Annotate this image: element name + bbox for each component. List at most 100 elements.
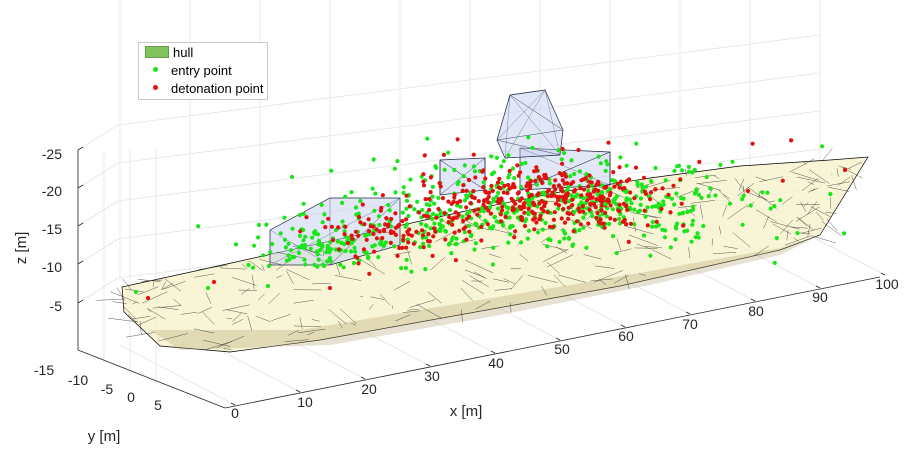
detonation-point xyxy=(604,185,608,189)
entry-point xyxy=(505,210,509,214)
entry-point xyxy=(490,226,494,230)
z-tick-label: -15 xyxy=(42,221,62,237)
detonation-point xyxy=(572,229,576,233)
entry-point xyxy=(689,240,693,244)
detonation-point xyxy=(380,236,384,240)
detonation-point xyxy=(417,210,421,214)
detonation-point xyxy=(443,237,447,241)
detonation-point xyxy=(323,225,327,229)
entry-point xyxy=(457,180,461,184)
x-axis-label: x [m] xyxy=(450,403,483,420)
entry-point xyxy=(640,182,644,186)
entry-point xyxy=(575,192,579,196)
detonation-point xyxy=(442,153,446,157)
detonation-point xyxy=(381,193,385,197)
detonation-point xyxy=(454,258,458,262)
detonation-point xyxy=(642,176,646,180)
detonation-point xyxy=(560,216,564,220)
detonation-point xyxy=(577,210,581,214)
detonation-point xyxy=(613,218,617,222)
entry-point xyxy=(509,224,513,228)
entry-point xyxy=(491,246,495,250)
entry-point xyxy=(625,164,629,168)
detonation-point xyxy=(557,183,561,187)
entry-point xyxy=(315,250,319,254)
detonation-point xyxy=(367,272,371,276)
detonation-point xyxy=(326,217,330,221)
detonation-point xyxy=(678,177,682,181)
detonation-point xyxy=(489,184,493,188)
detonation-point xyxy=(486,200,490,204)
detonation-point xyxy=(611,170,615,174)
grid-line xyxy=(120,345,235,405)
entry-point xyxy=(636,210,640,214)
entry-point xyxy=(290,175,294,179)
entry-point xyxy=(427,244,431,248)
detonation-point xyxy=(384,216,388,220)
entry-point xyxy=(632,208,636,212)
entry-point xyxy=(206,286,210,290)
entry-point xyxy=(324,250,328,254)
entry-point xyxy=(639,196,643,200)
detonation-point xyxy=(606,141,610,145)
detonation-point xyxy=(406,240,410,244)
detonation-point xyxy=(441,196,445,200)
entry-point xyxy=(749,203,753,207)
detonation-point xyxy=(487,195,491,199)
entry-point xyxy=(541,228,545,232)
detonation-point xyxy=(431,234,435,238)
detonation-point xyxy=(350,237,354,241)
entry-point xyxy=(562,151,566,155)
detonation-point xyxy=(560,162,564,166)
entry-point xyxy=(464,194,468,198)
detonation-point xyxy=(648,197,652,201)
detonation-point xyxy=(328,286,332,290)
z-tick-label: -5 xyxy=(50,298,63,314)
entry-point xyxy=(650,225,654,229)
entry-point xyxy=(303,262,307,266)
detonation-point xyxy=(598,221,602,225)
x-tick xyxy=(296,390,300,392)
entry-point xyxy=(463,198,467,202)
detonation-point xyxy=(576,148,580,152)
entry-point xyxy=(690,223,694,227)
entry-point xyxy=(613,197,617,201)
detonation-point xyxy=(520,218,524,222)
entry-point xyxy=(261,253,265,257)
entry-point xyxy=(618,155,622,159)
entry-point xyxy=(535,183,539,187)
entry-point xyxy=(795,231,799,235)
entry-point xyxy=(568,174,572,178)
entry-point xyxy=(687,170,691,174)
entry-point xyxy=(266,284,270,288)
x-tick xyxy=(426,364,430,366)
entry-point xyxy=(386,203,390,207)
detonation-point xyxy=(622,186,626,190)
entry-point xyxy=(649,179,653,183)
detonation-point xyxy=(697,160,701,164)
entry-point xyxy=(463,163,467,167)
detonation-point xyxy=(558,171,562,175)
entry-point xyxy=(424,223,428,227)
entry-point xyxy=(643,215,647,219)
detonation-point xyxy=(421,179,425,183)
entry-point xyxy=(353,246,357,250)
entry-point xyxy=(672,169,676,173)
entry-point xyxy=(419,222,423,226)
entry-point xyxy=(718,163,722,167)
detonation-point xyxy=(581,204,585,208)
entry-point xyxy=(425,137,429,141)
detonation-point xyxy=(394,226,398,230)
entry-point xyxy=(590,214,594,218)
entry-point xyxy=(267,264,271,268)
entry-point xyxy=(134,290,138,294)
entry-point xyxy=(302,202,306,206)
detonation-point xyxy=(446,200,450,204)
z-tick-label: -10 xyxy=(42,259,62,275)
detonation-point xyxy=(502,190,506,194)
detonation-point xyxy=(330,225,334,229)
entry-point xyxy=(289,248,293,252)
entry-point xyxy=(642,233,646,237)
entry-point xyxy=(302,258,306,262)
entry-point xyxy=(388,208,392,212)
